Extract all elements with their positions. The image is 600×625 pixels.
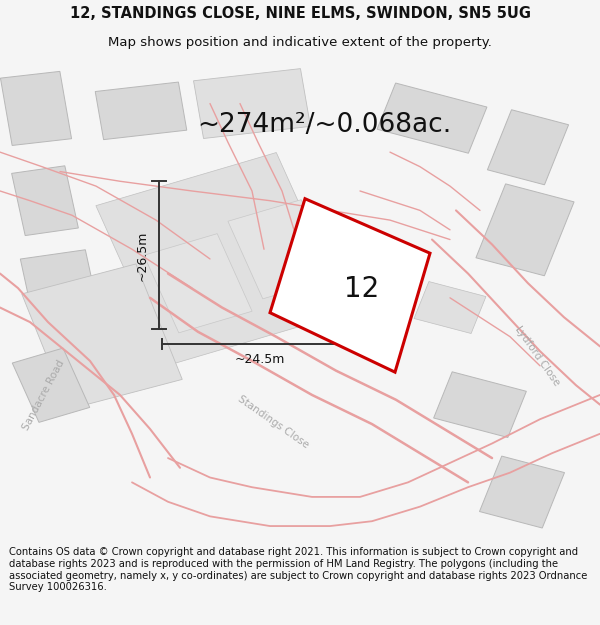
Polygon shape — [95, 82, 187, 139]
Polygon shape — [487, 110, 569, 185]
Text: 12, STANDINGS CLOSE, NINE ELMS, SWINDON, SN5 5UG: 12, STANDINGS CLOSE, NINE ELMS, SWINDON,… — [70, 6, 530, 21]
Polygon shape — [11, 166, 79, 236]
Text: Sandacre Road: Sandacre Road — [20, 358, 66, 432]
Polygon shape — [1, 71, 71, 146]
Text: ~24.5m: ~24.5m — [235, 354, 284, 366]
Polygon shape — [479, 456, 565, 528]
Polygon shape — [144, 234, 252, 333]
Text: Map shows position and indicative extent of the property.: Map shows position and indicative extent… — [108, 36, 492, 49]
Polygon shape — [96, 152, 348, 366]
Polygon shape — [22, 264, 182, 409]
Polygon shape — [12, 348, 90, 423]
Polygon shape — [414, 281, 486, 334]
Text: ~26.5m: ~26.5m — [136, 230, 149, 281]
Polygon shape — [194, 69, 310, 139]
Text: 12: 12 — [344, 275, 380, 303]
Polygon shape — [228, 199, 336, 299]
Text: Standings Close: Standings Close — [236, 394, 310, 450]
Polygon shape — [270, 199, 430, 372]
Text: Contains OS data © Crown copyright and database right 2021. This information is : Contains OS data © Crown copyright and d… — [9, 548, 587, 592]
Polygon shape — [434, 372, 526, 438]
Polygon shape — [20, 250, 94, 298]
Polygon shape — [377, 83, 487, 153]
Polygon shape — [476, 184, 574, 276]
Text: ~274m²/~0.068ac.: ~274m²/~0.068ac. — [197, 112, 451, 138]
Text: Lydford Close: Lydford Close — [513, 324, 561, 388]
